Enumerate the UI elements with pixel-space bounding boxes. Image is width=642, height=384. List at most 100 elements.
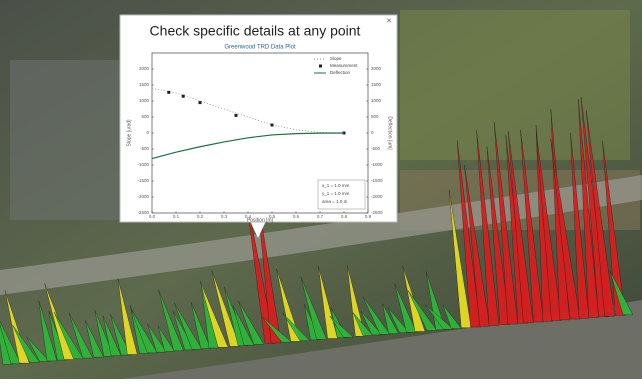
wall: [120, 300, 642, 379]
popup-title: Check specific details at any point: [150, 23, 361, 39]
spike: [464, 165, 490, 327]
y-tick-label: -500: [140, 146, 150, 151]
spike: [360, 310, 383, 336]
spike: [300, 276, 327, 340]
y2-tick-label: -2500: [371, 210, 383, 215]
spike: [282, 313, 311, 341]
buildings: [10, 60, 120, 220]
x-tick-label: 0.3: [221, 214, 228, 219]
spike: [442, 304, 462, 329]
spike: [174, 302, 203, 350]
spike: [609, 270, 634, 316]
spike: [199, 281, 229, 348]
data-point: [181, 94, 185, 98]
x-tick-label: 0.2: [197, 214, 204, 219]
spike: [352, 312, 374, 336]
y-tick-label: 0: [146, 130, 149, 135]
spike: [38, 300, 58, 362]
y2-tick-label: -1500: [371, 178, 383, 183]
spike: [425, 271, 447, 331]
spike: [238, 300, 265, 345]
data-point: [198, 101, 202, 105]
spike: [570, 132, 590, 319]
y2-axis-label: Deflection [um]: [387, 116, 393, 150]
spike: [602, 140, 626, 316]
spike: [109, 313, 132, 356]
annotation-text: x_1 = 1.0 mm: [322, 183, 350, 188]
x-tick-label: 0.4: [245, 214, 252, 219]
data-point: [234, 113, 238, 117]
x-tick-label: 0.5: [269, 214, 276, 219]
spike: [261, 316, 293, 343]
spike: [507, 131, 534, 324]
spike: [130, 308, 158, 354]
annotation-box: [317, 179, 366, 210]
y2-tick-label: 1500: [371, 82, 382, 87]
spike: [329, 315, 354, 338]
data-point: [270, 123, 274, 127]
spike: [382, 303, 399, 334]
spike: [318, 266, 338, 339]
y-axis-label: Slope [urad]: [126, 119, 132, 147]
spike: [486, 146, 511, 325]
annotation-text: y_1 = 1.0 mm: [322, 191, 350, 196]
close-button[interactable]: ×: [386, 15, 391, 25]
spike: [0, 321, 22, 365]
spike: [407, 290, 438, 331]
spike: [347, 265, 366, 337]
spike: [256, 192, 282, 344]
spikes: [0, 97, 634, 365]
spike: [68, 312, 94, 359]
spike: [211, 270, 241, 347]
spike: [387, 307, 410, 333]
x-tick-label: 0.1: [173, 214, 180, 219]
y-tick-label: 1500: [139, 82, 150, 87]
spike: [12, 325, 41, 363]
spike: [476, 130, 500, 326]
legend-marker: [319, 64, 322, 68]
x-tick-label: 0.6: [293, 214, 300, 219]
spike: [190, 302, 212, 349]
x-tick-label: 0.9: [365, 214, 372, 219]
x-tick-label: 0.7: [317, 214, 324, 219]
y-tick-label: -1500: [137, 178, 149, 183]
popup: × Check specific details at any point Gr…: [119, 14, 398, 238]
spike: [394, 283, 417, 333]
y2-tick-label: 1000: [371, 98, 382, 103]
spike: [4, 290, 30, 364]
spike: [158, 289, 184, 351]
y-tick-label: 500: [141, 114, 149, 119]
x-axis-label: Position [m]: [247, 217, 274, 223]
y2-tick-label: 2000: [371, 66, 382, 71]
spike: [53, 312, 84, 360]
spike: [147, 323, 167, 353]
series-line: [151, 132, 345, 160]
data-point: [167, 90, 171, 94]
spike: [585, 110, 615, 317]
x-tick-label: 0.8: [341, 214, 348, 219]
spike: [85, 320, 105, 358]
y2-tick-label: -500: [371, 146, 381, 151]
y-tick-label: -1000: [137, 162, 149, 167]
y2-tick-label: 500: [371, 114, 379, 119]
y2-tick-label: 0: [371, 130, 374, 135]
spike: [276, 269, 302, 342]
popup-pointer: [250, 221, 266, 238]
spike: [456, 140, 481, 328]
spike: [157, 325, 176, 352]
y-tick-label: 1000: [139, 98, 150, 103]
chart-title: Greenwood TRD Data Plot: [224, 45, 296, 51]
y-tick-label: 2000: [139, 66, 150, 71]
spike: [102, 315, 122, 356]
y-tick-label: -2500: [137, 210, 149, 215]
spike: [232, 305, 255, 346]
legend-label: Measurement: [330, 63, 358, 68]
field: [400, 10, 630, 160]
annotation-text: area = 1.0 m: [322, 199, 348, 204]
x-tick-label: 0.0: [149, 214, 156, 219]
spike: [520, 129, 544, 323]
y-tick-label: -2000: [137, 194, 149, 199]
y2-tick-label: -2000: [371, 194, 383, 199]
spike: [117, 278, 138, 355]
